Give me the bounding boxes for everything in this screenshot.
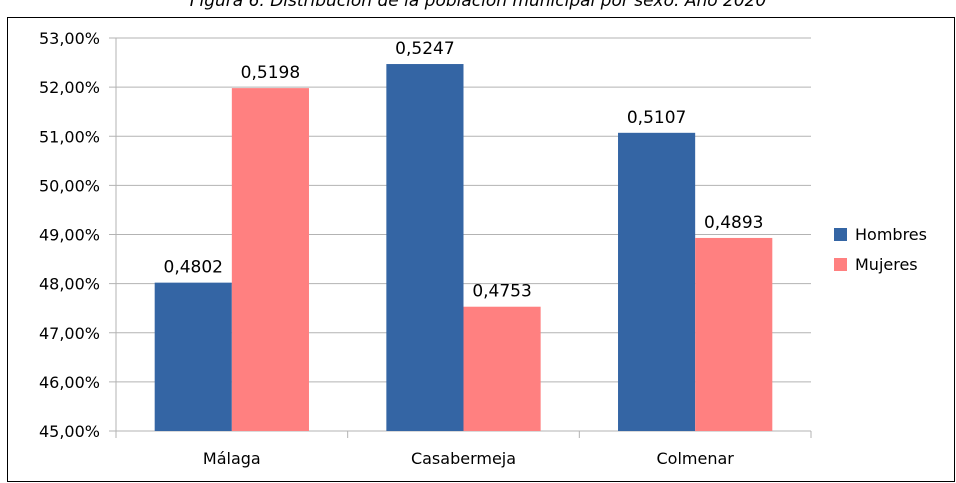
bar-mujeres-1 [463,306,541,431]
y-tick-label: 45,00% [39,422,100,441]
legend-label-mujeres: Mujeres [855,255,918,274]
y-tick-label: 46,00% [39,373,100,392]
bars [154,64,773,432]
legend-swatch-mujeres [834,258,847,271]
bar-hombres-2 [618,132,696,431]
x-tick-label: Málaga [203,449,261,468]
y-tick-label: 49,00% [39,226,100,245]
legend: Hombres Mujeres [834,225,927,274]
x-tick-label: Casabermeja [411,449,516,468]
y-tick-label: 52,00% [39,78,100,97]
y-tick-label: 51,00% [39,127,100,146]
bar-mujeres-0 [231,88,309,432]
bar-hombres-1 [386,64,464,431]
chart-frame: 45,00% 46,00% 47,00% 48,00% 49,00% 50,00% 51,0… [7,17,955,482]
x-tick-label: Colmenar [656,449,734,468]
legend-label-hombres: Hombres [855,225,927,244]
bar-mujeres-2 [695,237,773,431]
y-tick-label: 53,00% [39,29,100,48]
data-label: 0,5247 [395,39,454,59]
bar-hombres-0 [154,282,232,431]
data-label: 0,5198 [241,63,300,83]
y-tick-label: 50,00% [39,176,100,195]
data-label: 0,4802 [164,258,223,278]
legend-swatch-hombres [834,228,847,241]
bar-chart: 45,00% 46,00% 47,00% 48,00% 49,00% 50,00% 51,0… [39,29,927,468]
data-labels: 0,4802 0,5198 0,5247 0,4753 0,5107 0,4893 [164,39,764,302]
y-tick-label: 47,00% [39,324,100,343]
data-label: 0,5107 [627,108,686,128]
axes: 45,00% 46,00% 47,00% 48,00% 49,00% 50,00% 51,0… [39,29,812,468]
y-tick-label: 48,00% [39,275,100,294]
data-label: 0,4753 [472,282,531,302]
figure-caption: Figura 6. Distribución de la población m… [189,0,767,11]
data-label: 0,4893 [704,213,763,233]
